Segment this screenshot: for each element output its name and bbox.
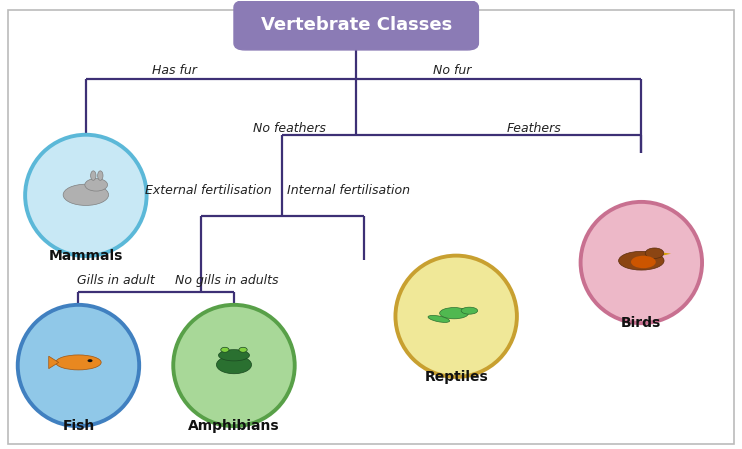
FancyBboxPatch shape <box>234 1 479 50</box>
Circle shape <box>221 347 229 352</box>
Ellipse shape <box>18 305 139 426</box>
Ellipse shape <box>428 316 450 322</box>
Text: Fish: Fish <box>62 419 94 433</box>
Text: Has fur: Has fur <box>152 64 197 77</box>
Ellipse shape <box>91 171 96 180</box>
Ellipse shape <box>619 251 664 270</box>
Ellipse shape <box>395 255 517 377</box>
Text: Gills in adult: Gills in adult <box>76 274 154 287</box>
Ellipse shape <box>440 308 468 319</box>
Ellipse shape <box>98 171 103 180</box>
Polygon shape <box>664 253 671 255</box>
Ellipse shape <box>56 355 101 370</box>
Text: Birds: Birds <box>621 316 661 330</box>
Text: Mammals: Mammals <box>49 249 123 263</box>
Ellipse shape <box>25 135 147 256</box>
Polygon shape <box>49 356 59 369</box>
Text: Vertebrate Classes: Vertebrate Classes <box>260 16 452 34</box>
Ellipse shape <box>85 179 108 191</box>
Ellipse shape <box>646 248 664 259</box>
Ellipse shape <box>63 184 108 206</box>
Text: Reptiles: Reptiles <box>424 370 488 384</box>
Circle shape <box>88 359 93 362</box>
Text: Internal fertilisation: Internal fertilisation <box>287 185 410 198</box>
Text: Feathers: Feathers <box>507 122 561 135</box>
Circle shape <box>239 347 247 352</box>
Text: Amphibians: Amphibians <box>188 419 280 433</box>
Text: No gills in adults: No gills in adults <box>175 274 278 287</box>
Ellipse shape <box>173 305 295 426</box>
Ellipse shape <box>631 256 656 268</box>
Text: No fur: No fur <box>433 64 472 77</box>
Text: No feathers: No feathers <box>253 122 326 135</box>
Ellipse shape <box>580 202 702 323</box>
Text: External fertilisation: External fertilisation <box>145 185 272 198</box>
Ellipse shape <box>218 350 249 361</box>
Ellipse shape <box>461 307 478 314</box>
Ellipse shape <box>217 356 252 374</box>
